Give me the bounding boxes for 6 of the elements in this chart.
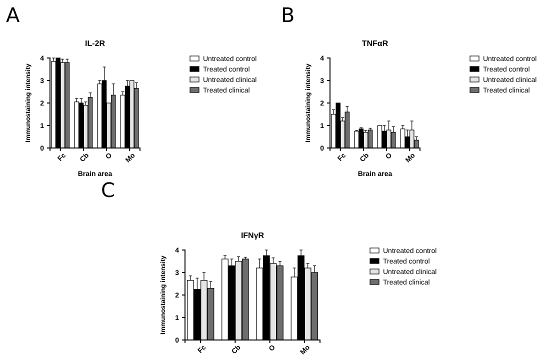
text: C <box>101 178 115 202</box>
text: A <box>6 3 20 27</box>
chart-title: TNFαR <box>362 39 388 48</box>
chart-title: IFNγR <box>240 231 264 240</box>
chart-title: IL-2R <box>85 39 106 48</box>
text: B <box>281 3 295 27</box>
